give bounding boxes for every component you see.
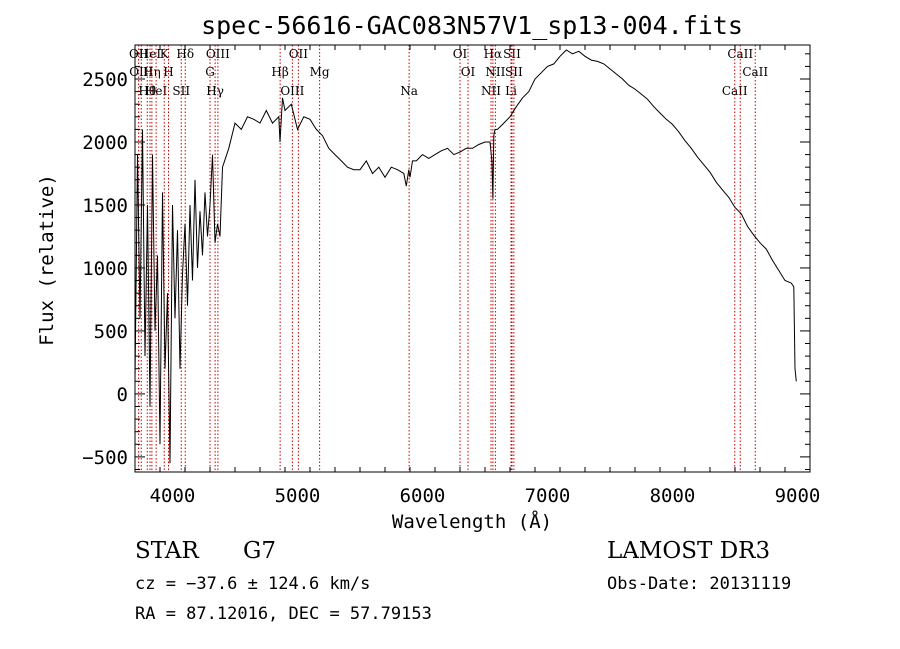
x-tick-label: 6000 [400,485,446,507]
line-markers: OIIOIIIHθHeIHηHeIKHSIIHδGHγOIIIHβOIIIOII… [129,45,768,472]
y-tick-label: 0 [117,384,128,406]
marker-label: Mg [310,65,330,79]
object-class: STAR [135,538,199,564]
marker-label: HeI [145,84,168,98]
marker-label: OIII [206,47,230,61]
marker-label: OI [461,65,476,79]
marker-label: Hδ [176,47,194,61]
marker-label: SII [172,84,190,98]
survey-name: LAMOST DR3 [607,538,771,564]
axis-ticks [134,45,811,472]
marker-label: Hγ [206,84,224,98]
x-tick-label: 9000 [775,485,821,507]
marker-label: Na [400,84,418,98]
marker-label: Hη [143,65,161,79]
marker-label: OI [453,47,468,61]
marker-label: Li [505,84,517,98]
object-subclass: G7 [243,538,277,564]
x-tick-labels: 4000 5000 6000 7000 8000 9000 [150,485,821,507]
marker-label: OII [289,47,309,61]
x-tick-label: 5000 [275,485,321,507]
y-tick-labels: −500 0 500 1000 1500 2000 2500 [82,69,128,469]
marker-label: SII [505,65,523,79]
marker-label: NII [481,84,501,98]
flux-series-line [134,49,797,464]
marker-label: NII [485,65,505,79]
redshift-cz: cz = −37.6 ± 124.6 km/s [135,574,371,594]
coordinates: RA = 87.12016, DEC = 57.79153 [135,604,432,624]
x-tick-label: 4000 [150,485,196,507]
y-tick-label: 1000 [82,258,128,280]
marker-label: HeI [139,47,162,61]
x-tick-label: 7000 [525,485,571,507]
y-tick-label: 2500 [82,69,128,91]
y-tick-label: 500 [94,321,128,343]
y-axis-label: Flux (relative) [36,174,58,346]
marker-label: CaII [742,65,768,79]
y-tick-label: −500 [82,447,128,469]
marker-label: Hα [484,47,503,61]
marker-label: K [160,47,170,61]
marker-label: OIII [280,84,304,98]
y-tick-label: 1500 [82,195,128,217]
y-tick-label: 2000 [82,132,128,154]
marker-label: CaII [727,47,753,61]
plot-frame [134,44,811,473]
observation-date: Obs-Date: 20131119 [607,574,792,594]
x-axis-label: Wavelength (Å) [392,510,552,533]
x-tick-label: 8000 [650,485,696,507]
chart-title: spec-56616-GAC083N57V1_sp13-004.fits [201,11,743,40]
marker-label: Hβ [271,65,288,79]
marker-label: CaII [722,84,748,98]
marker-label: SII [503,47,521,61]
marker-label: G [205,65,215,79]
marker-label: H [163,65,173,79]
